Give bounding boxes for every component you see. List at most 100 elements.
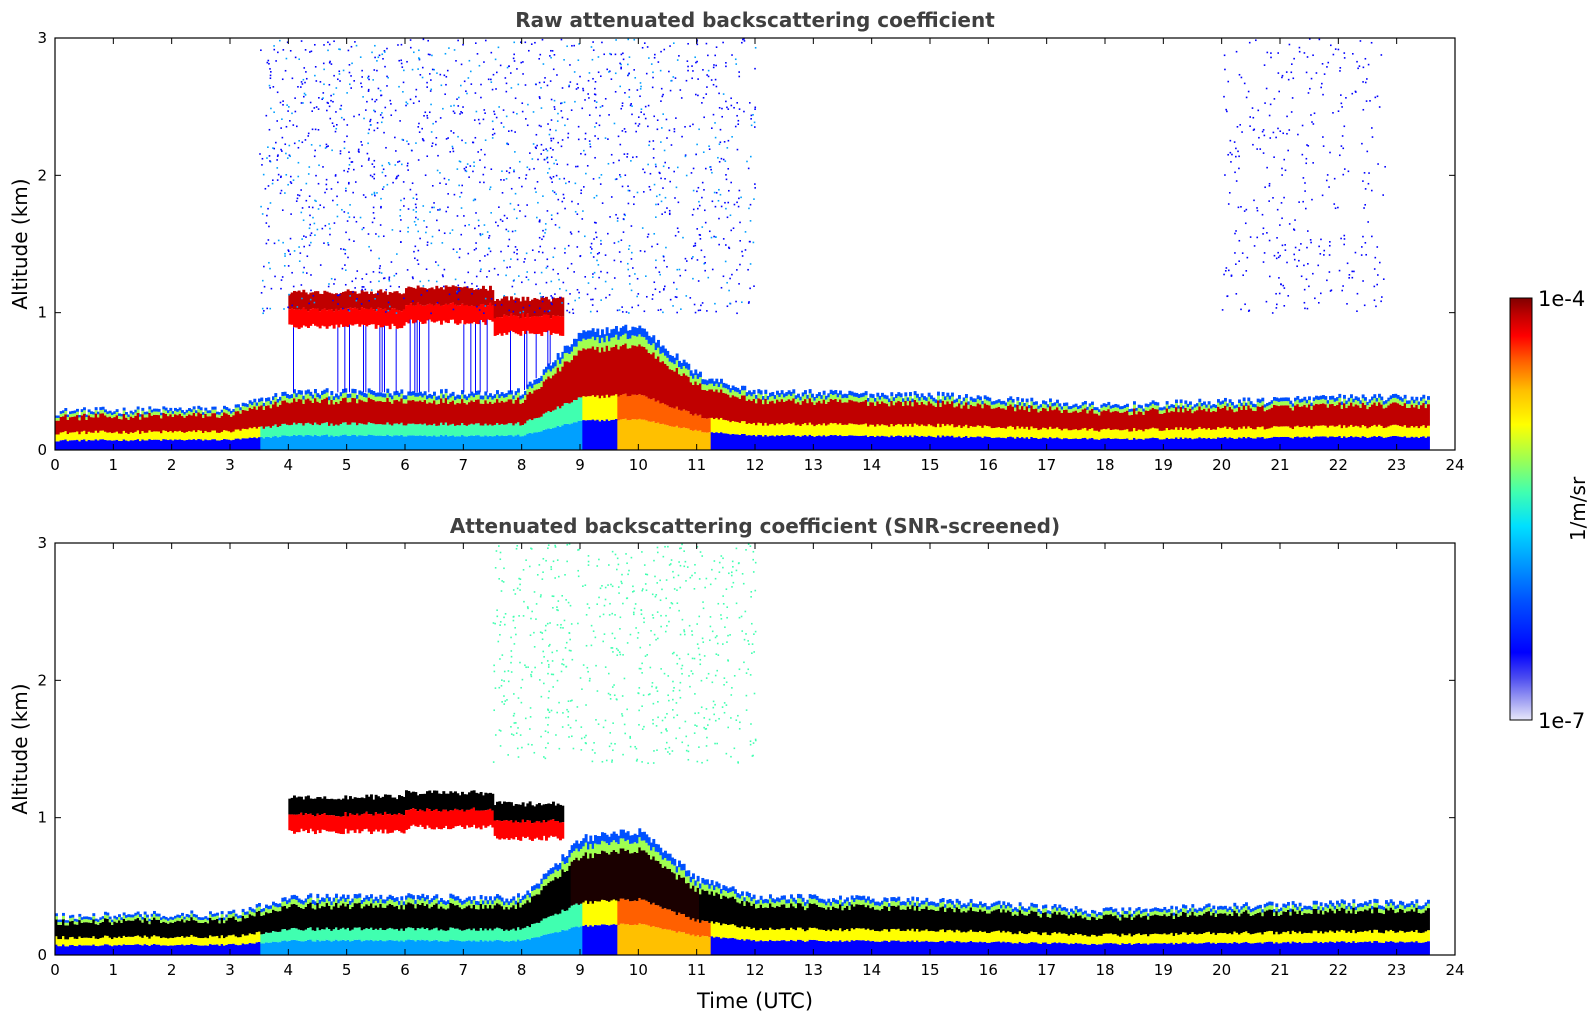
boundary-layer-cell xyxy=(640,346,644,396)
noise-dot xyxy=(672,76,675,78)
boundary-layer-cell xyxy=(1000,401,1003,405)
boundary-layer-cell xyxy=(407,435,411,450)
noise-dot xyxy=(471,282,473,285)
noise-dot xyxy=(475,275,478,278)
boundary-layer-cell xyxy=(419,423,422,436)
noise-dot xyxy=(731,54,733,56)
boundary-layer-cell xyxy=(610,329,614,338)
boundary-layer-cell xyxy=(367,434,371,450)
noise-dot xyxy=(694,244,697,247)
noise-dot xyxy=(424,111,427,114)
noise-dot xyxy=(545,281,548,284)
boundary-layer-cell xyxy=(479,436,483,450)
cloud-cell xyxy=(554,315,558,334)
boundary-layer-cell xyxy=(1037,438,1041,450)
noise-dot xyxy=(452,110,455,113)
boundary-layer-cell xyxy=(290,424,294,437)
boundary-layer-cell xyxy=(311,402,315,426)
noise-dot xyxy=(544,223,547,225)
noise-dot xyxy=(265,242,268,245)
noise-dot xyxy=(380,121,383,124)
boundary-layer-cell xyxy=(981,408,985,428)
noise-dot xyxy=(367,90,370,92)
noise-dot xyxy=(599,114,601,117)
boundary-layer-cell xyxy=(1119,412,1122,431)
boundary-layer-cell xyxy=(1086,413,1090,431)
boundary-layer-cell xyxy=(713,386,716,392)
noise-dot xyxy=(492,73,495,76)
noise-dot xyxy=(453,193,456,196)
noise-dot xyxy=(477,224,480,227)
noise-dot xyxy=(281,276,284,278)
boundary-layer-cell xyxy=(1371,436,1374,450)
boundary-layer-cell xyxy=(820,398,824,404)
boundary-layer-cell xyxy=(1165,404,1169,409)
noise-dot xyxy=(304,139,307,141)
boundary-layer-cell xyxy=(1289,408,1293,428)
boundary-layer-cell xyxy=(1366,405,1370,410)
boundary-layer-cell xyxy=(652,421,656,450)
noise-dot xyxy=(288,154,291,157)
noise-dot xyxy=(374,297,376,300)
boundary-layer-cell xyxy=(435,425,439,437)
boundary-layer-cell xyxy=(1172,404,1176,408)
noise-dot xyxy=(552,148,554,151)
boundary-layer-cell xyxy=(547,369,551,377)
boundary-layer-cell xyxy=(232,411,236,416)
boundary-layer-cell xyxy=(118,415,121,419)
noise-dot xyxy=(643,250,646,253)
boundary-layer-cell xyxy=(974,398,978,403)
boundary-layer-cell xyxy=(195,413,198,417)
boundary-layer-cell xyxy=(169,410,173,415)
noise-dot xyxy=(653,183,656,186)
noise-dot xyxy=(400,199,402,202)
noise-dot xyxy=(736,114,738,117)
boundary-layer-cell xyxy=(806,394,810,399)
boundary-layer-cell xyxy=(225,407,229,411)
boundary-layer-cell xyxy=(55,434,58,442)
noise-dot xyxy=(595,106,597,109)
boundary-layer-cell xyxy=(160,415,163,419)
noise-dot xyxy=(325,143,328,146)
boundary-layer-cell xyxy=(134,439,138,450)
noise-dot xyxy=(534,187,536,190)
noise-dot xyxy=(429,53,431,56)
boundary-layer-cell xyxy=(1340,404,1344,409)
boundary-layer-cell xyxy=(181,410,184,413)
boundary-layer-cell xyxy=(134,415,138,432)
boundary-layer-cell xyxy=(780,435,784,450)
noise-dot xyxy=(556,74,558,76)
boundary-layer-cell xyxy=(596,346,600,396)
boundary-layer-cell xyxy=(1028,429,1031,439)
noise-dot xyxy=(743,38,745,40)
cloud-cell xyxy=(318,311,322,329)
boundary-layer-cell xyxy=(412,435,415,450)
boundary-layer-cell xyxy=(395,399,399,424)
boundary-layer-cell xyxy=(626,348,630,397)
boundary-layer-cell xyxy=(440,434,443,450)
boundary-layer-cell xyxy=(738,434,742,450)
cloud-cell xyxy=(402,309,406,326)
noise-dot xyxy=(500,250,502,253)
boundary-layer-cell xyxy=(960,401,964,405)
boundary-layer-cell xyxy=(752,434,756,450)
noise-dot xyxy=(505,90,508,93)
boundary-layer-cell xyxy=(748,423,751,436)
noise-dot xyxy=(457,135,459,138)
boundary-layer-cell xyxy=(1058,406,1062,411)
noise-dot xyxy=(281,209,284,211)
boundary-layer-cell xyxy=(857,397,861,403)
boundary-layer-cell xyxy=(1158,439,1162,450)
boundary-layer-cell xyxy=(1385,407,1388,428)
boundary-layer-cell xyxy=(1156,405,1160,410)
noise-dot xyxy=(336,78,339,81)
noise-dot xyxy=(351,161,354,163)
boundary-layer-cell xyxy=(1009,400,1013,405)
boundary-layer-cell xyxy=(1093,413,1097,431)
boundary-layer-cell xyxy=(451,423,455,436)
boundary-layer-cell xyxy=(1046,407,1050,412)
noise-dot xyxy=(326,101,329,104)
boundary-layer-cell xyxy=(661,345,665,353)
boundary-layer-cell xyxy=(206,416,210,433)
boundary-layer-cell xyxy=(547,411,551,429)
